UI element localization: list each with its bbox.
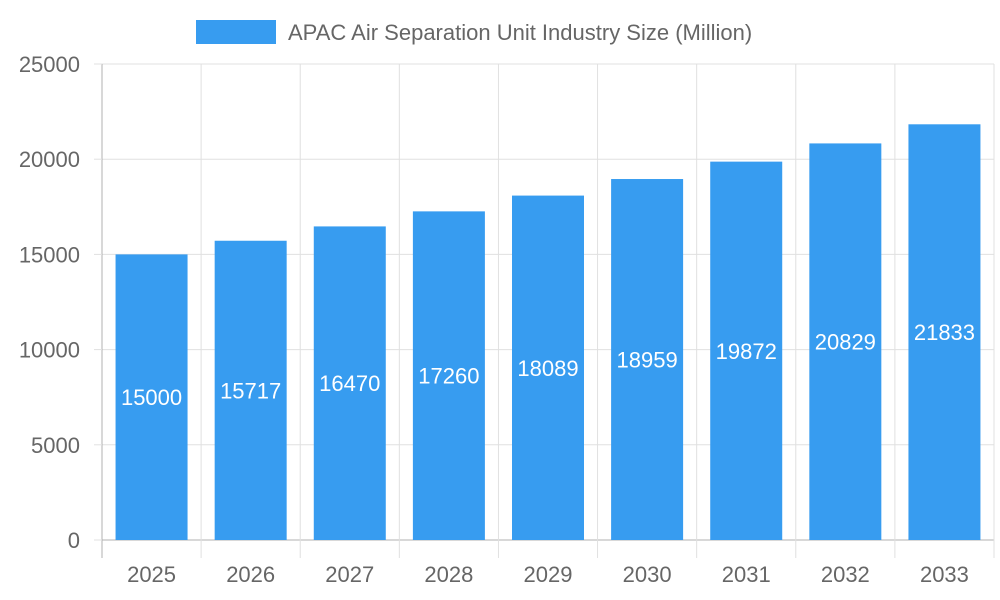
bars: [115, 124, 981, 541]
y-tick-label: 15000: [19, 242, 80, 267]
y-tick-label: 25000: [19, 52, 80, 77]
x-tick-label: 2032: [821, 562, 870, 587]
data-label: 21833: [914, 320, 975, 345]
legend-label[interactable]: APAC Air Separation Unit Industry Size (…: [288, 20, 752, 45]
data-label: 20829: [815, 330, 876, 355]
grid: [101, 63, 995, 558]
data-label: 18959: [617, 348, 678, 373]
x-tick-label: 2031: [722, 562, 771, 587]
legend[interactable]: APAC Air Separation Unit Industry Size (…: [196, 20, 752, 45]
x-tick-label: 2028: [424, 562, 473, 587]
data-label: 19872: [716, 339, 777, 364]
y-tick-label: 20000: [19, 147, 80, 172]
data-labels: 15000 15717 16470 17260 18089 18959 19872 20829…: [121, 320, 975, 410]
bar: [412, 211, 485, 540]
x-tick-label: 2026: [226, 562, 275, 587]
bar: [313, 226, 386, 540]
data-label: 15000: [121, 385, 182, 410]
y-tick-label: 10000: [19, 338, 80, 363]
data-label: 17260: [418, 364, 479, 389]
x-tick-label: 2027: [325, 562, 374, 587]
y-tick-label: 5000: [31, 433, 80, 458]
legend-swatch[interactable]: [196, 20, 276, 44]
data-label: 18089: [517, 356, 578, 381]
bar: [611, 179, 684, 541]
bar: [512, 195, 584, 540]
axes: 0 5000 10000 15000 20000 25000 2025 2026 2027 202…: [19, 52, 969, 587]
x-tick-label: 2030: [623, 562, 672, 587]
x-tick-label: 2033: [920, 562, 969, 587]
bar: [214, 240, 287, 540]
bar: [115, 254, 188, 540]
y-tick-label: 0: [68, 528, 80, 553]
data-label: 15717: [220, 378, 281, 403]
data-label: 16470: [319, 371, 380, 396]
x-tick-label: 2025: [127, 562, 176, 587]
bar: [908, 124, 981, 540]
x-tick-label: 2029: [524, 562, 573, 587]
bar: [809, 143, 882, 540]
bar: [710, 161, 783, 540]
